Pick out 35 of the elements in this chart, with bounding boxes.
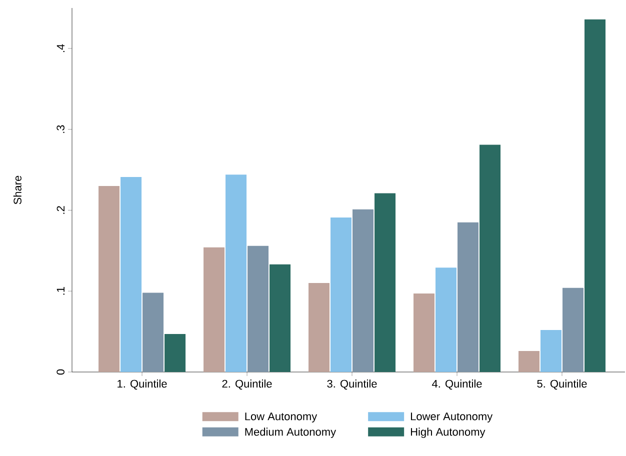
bar bbox=[330, 218, 352, 372]
bar bbox=[414, 294, 435, 372]
bar bbox=[480, 144, 501, 372]
bar bbox=[308, 283, 330, 372]
bar bbox=[458, 222, 479, 372]
bar bbox=[120, 177, 142, 372]
bar bbox=[352, 209, 374, 372]
y-tick-label: 0 bbox=[56, 369, 64, 375]
bar bbox=[436, 268, 457, 372]
bar bbox=[562, 288, 584, 372]
bar bbox=[584, 19, 606, 372]
y-axis-title: Share bbox=[13, 176, 22, 204]
y-tick-label: .4 bbox=[56, 44, 64, 52]
bar bbox=[98, 186, 120, 372]
x-tick-label: 5. Quintile bbox=[537, 380, 587, 390]
y-tick-label: .2 bbox=[56, 206, 64, 214]
bar bbox=[248, 246, 269, 372]
legend-label: Lower Autonomy bbox=[410, 412, 493, 422]
bar bbox=[204, 247, 225, 372]
bar bbox=[164, 334, 186, 372]
legend-label: High Autonomy bbox=[410, 428, 486, 438]
x-tick-label: 3. Quintile bbox=[327, 380, 377, 390]
legend-label: Medium Autonomy bbox=[245, 428, 336, 438]
y-tick-label: .3 bbox=[56, 125, 64, 133]
bar bbox=[518, 350, 540, 372]
x-tick-label: 2. Quintile bbox=[222, 380, 272, 390]
bar bbox=[142, 292, 164, 372]
bar bbox=[226, 174, 247, 372]
bar bbox=[270, 264, 291, 372]
x-tick-label: 4. Quintile bbox=[432, 380, 482, 390]
bar bbox=[374, 193, 396, 372]
x-tick-label: 1. Quintile bbox=[118, 380, 167, 390]
bar bbox=[540, 330, 562, 372]
y-tick-label: .1 bbox=[56, 287, 64, 295]
legend-label: Low Autonomy bbox=[245, 412, 318, 422]
